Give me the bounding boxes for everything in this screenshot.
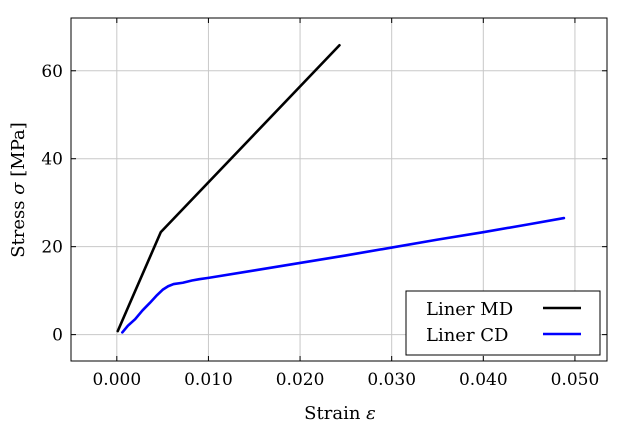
x-tick-label: 0.000 xyxy=(92,370,141,390)
x-tick-label: 0.020 xyxy=(276,370,325,390)
y-tick-label: 0 xyxy=(52,326,63,346)
x-tick-label: 0.030 xyxy=(367,370,416,390)
legend: Liner MD Liner CD xyxy=(405,290,601,356)
x-axis-label: Strain ε xyxy=(304,403,376,424)
x-tick-label: 0.040 xyxy=(459,370,508,390)
y-axis-symbol: σ xyxy=(8,182,29,195)
legend-label-cd: Liner CD xyxy=(426,325,509,346)
x-tick-label: 0.010 xyxy=(184,370,233,390)
y-tick-label: 20 xyxy=(41,238,63,258)
series-line-liner-cd xyxy=(121,216,566,334)
grid-lines xyxy=(71,18,607,361)
tick-marks xyxy=(71,18,607,361)
y-tick-label: 60 xyxy=(41,62,63,82)
y-axis-label-text: Stress xyxy=(8,200,29,257)
legend-box xyxy=(405,290,601,356)
y-axis-label: Stress σ [MPa] xyxy=(8,122,29,258)
series-line-liner-md xyxy=(116,43,341,333)
y-tick-labels: 0 20 40 60 xyxy=(41,62,63,346)
series-layer xyxy=(116,43,566,334)
x-tick-label: 0.050 xyxy=(551,370,600,390)
plot-area-frame xyxy=(70,17,608,362)
x-tick-labels: 0.000 0.010 0.020 0.030 0.040 0.050 xyxy=(92,370,599,390)
legend-label-md: Liner MD xyxy=(426,299,513,320)
x-axis-label-text: Strain xyxy=(304,403,361,424)
y-axis-unit: [MPa] xyxy=(8,122,29,177)
y-tick-label: 40 xyxy=(41,150,63,170)
x-axis-symbol: ε xyxy=(366,403,376,424)
